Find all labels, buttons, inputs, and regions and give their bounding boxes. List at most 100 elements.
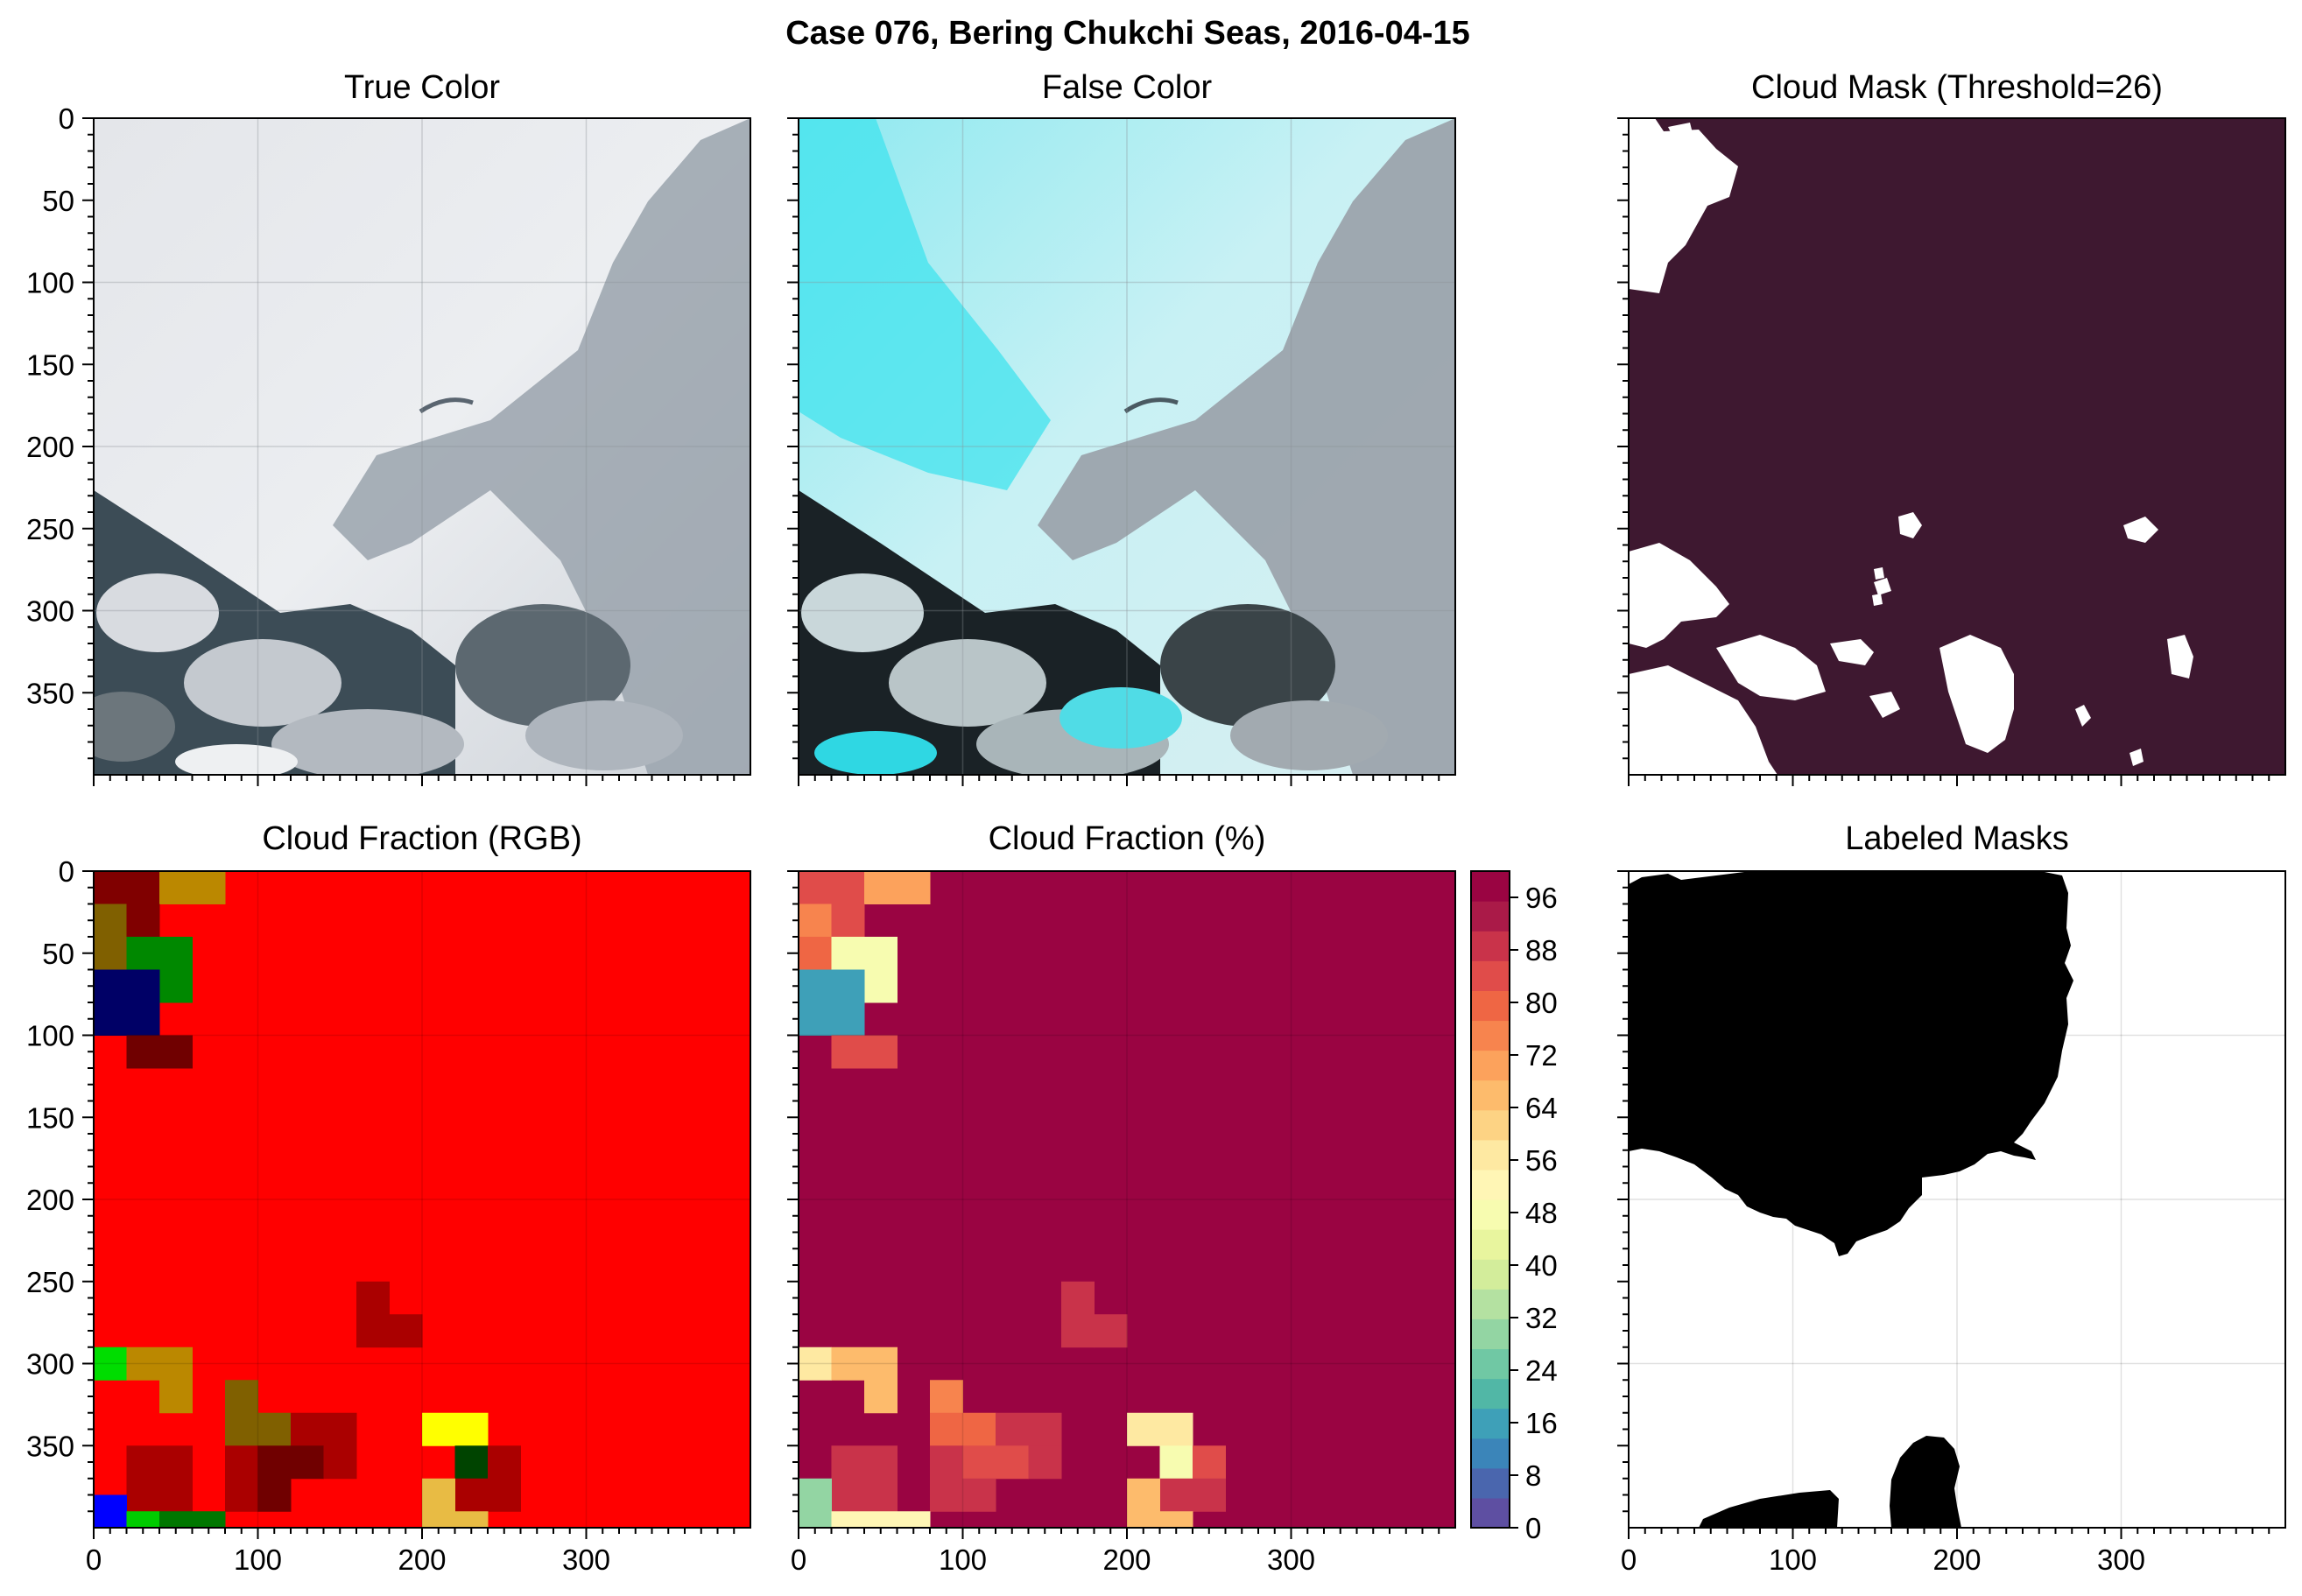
x-tick-label: 300 — [1267, 1543, 1315, 1576]
pct-cell — [1159, 1511, 1193, 1528]
pct-cell — [799, 903, 832, 938]
panel-true-color: True Color 0 50 100 150 200 250 300 350 — [26, 69, 751, 786]
colorbar-tick-label: 48 — [1525, 1197, 1558, 1229]
true-color-image — [94, 118, 750, 775]
pct-cell — [1193, 1445, 1226, 1480]
pct-cell — [799, 871, 865, 904]
rgb-cell — [159, 1511, 226, 1528]
rgb-cell — [257, 1445, 324, 1480]
xaxis-true-color — [93, 775, 736, 786]
pct-cell — [996, 1412, 1062, 1446]
rgb-cell — [126, 1035, 193, 1069]
colorbar-segment — [1471, 1318, 1510, 1350]
colorbar-tick-label: 0 — [1525, 1512, 1541, 1544]
xaxis-labeled-masks: 0 100 200 300 — [1621, 1528, 2270, 1576]
x-tick-label: 200 — [1102, 1543, 1151, 1576]
colorbar-segment — [1471, 1408, 1510, 1439]
rgb-cell — [126, 1511, 160, 1528]
y-tick-label: 100 — [26, 1020, 74, 1052]
x-tick-label: 200 — [398, 1543, 446, 1576]
panel-title-false-color: False Color — [1042, 69, 1213, 106]
rgb-cell — [323, 1445, 357, 1480]
x-tick-label: 100 — [1769, 1543, 1817, 1576]
rgb-cell — [159, 969, 193, 1003]
colorbar-tick-label: 80 — [1525, 987, 1558, 1019]
pct-cell — [864, 1380, 898, 1414]
pct-cell — [1094, 1314, 1128, 1348]
xaxis-false-color — [798, 775, 1440, 786]
colorbar-segment — [1471, 1438, 1510, 1469]
rgb-cell — [159, 1380, 193, 1414]
panel-cloud-fraction-rgb: Cloud Fraction (RGB) 0 50 100 150 200 250 300 3… — [26, 820, 751, 1576]
y-tick-label: 350 — [26, 677, 74, 709]
grid-cloud-fraction-rgb — [94, 871, 750, 1528]
rgb-cell — [225, 1380, 258, 1446]
grid-cloud-fraction-pct — [799, 871, 1455, 1528]
pct-cell — [1159, 1478, 1226, 1512]
rgb-cell — [94, 1494, 127, 1528]
colorbar-frame — [1470, 870, 1510, 1529]
panel-title-labeled-masks: Labeled Masks — [1845, 820, 2069, 857]
panel-title-cloud-fraction-pct: Cloud Fraction (%) — [989, 820, 1266, 857]
labeled-masks-image — [1629, 871, 2285, 1528]
colorbar-tick-label: 64 — [1525, 1092, 1558, 1124]
colorbar-segment — [1471, 1229, 1510, 1260]
x-tick-label: 100 — [939, 1543, 987, 1576]
pct-cell — [1127, 1412, 1193, 1446]
colorbar-tick-label: 88 — [1525, 934, 1558, 967]
panel-title-cloud-mask: Cloud Mask (Threshold=26) — [1751, 69, 2163, 106]
rgb-cell — [159, 871, 226, 904]
grid-true-color — [94, 118, 750, 775]
pct-cell — [799, 937, 832, 970]
colorbar-segment — [1471, 1079, 1510, 1111]
yaxis-labeled-masks — [1617, 870, 1629, 1513]
colorbar-segment — [1471, 1169, 1510, 1200]
rgb-cell — [94, 1346, 127, 1381]
y-tick-label: 200 — [26, 1184, 74, 1216]
colorbar-segment — [1471, 1139, 1510, 1171]
pct-cell — [930, 1380, 963, 1414]
pct-cell — [1127, 1478, 1160, 1528]
yaxis-cloud-fraction-rgb: 0 50 100 150 200 250 300 350 — [26, 855, 94, 1513]
pct-cell — [1159, 1445, 1193, 1480]
x-tick-label: 300 — [562, 1543, 610, 1576]
rgb-cell — [257, 1478, 292, 1512]
false-color-image — [799, 118, 1455, 775]
cloud-mask-image — [1629, 118, 2285, 775]
colorbar-segment — [1471, 1497, 1510, 1529]
y-tick-label: 250 — [26, 513, 74, 545]
pct-cell — [1028, 1445, 1062, 1480]
rgb-cell — [126, 937, 193, 970]
panel-cloud-fraction-pct: Cloud Fraction (%) 0 100 200 300 0 8 16 24 32 40… — [787, 820, 1558, 1576]
colorbar-segment — [1471, 901, 1510, 932]
panel-title-cloud-fraction-rgb: Cloud Fraction (RGB) — [262, 820, 581, 857]
colorbar-segment — [1471, 871, 1510, 902]
x-tick-label: 200 — [1932, 1543, 1981, 1576]
panel-title-true-color: True Color — [344, 69, 500, 106]
y-tick-label: 250 — [26, 1266, 74, 1298]
rgb-cell — [126, 1346, 193, 1381]
x-tick-label: 300 — [2097, 1543, 2145, 1576]
colorbar-segment — [1471, 1050, 1510, 1081]
colorbar-tick-label: 72 — [1525, 1039, 1558, 1072]
colorbar-segment — [1471, 1289, 1510, 1319]
rgb-cell — [454, 1478, 489, 1512]
cloud-fraction-pct-cells — [799, 871, 1455, 1528]
rgb-cell — [389, 1314, 423, 1348]
panel-cloud-mask: Cloud Mask (Threshold=26) — [1617, 69, 2286, 786]
pct-cell — [864, 871, 931, 904]
colorbar-tick-label: 8 — [1525, 1459, 1541, 1492]
panel-labeled-masks: Labeled Masks 0 100 200 300 — [1617, 820, 2286, 1576]
x-tick-label: 0 — [791, 1543, 806, 1576]
colorbar-segment — [1471, 1109, 1510, 1141]
rgb-cell — [257, 1412, 292, 1446]
y-tick-label: 0 — [59, 102, 74, 135]
pct-cell — [831, 903, 865, 938]
colorbar: 0 8 16 24 32 40 48 56 64 72 80 88 96 — [1470, 870, 1558, 1544]
pct-cell — [799, 1478, 832, 1528]
panel-false-color: False Color — [787, 69, 1456, 786]
colorbar-segment — [1471, 1259, 1510, 1290]
rgb-cell — [126, 903, 160, 938]
colorbar-segment — [1471, 1020, 1510, 1051]
y-tick-label: 50 — [42, 185, 74, 217]
